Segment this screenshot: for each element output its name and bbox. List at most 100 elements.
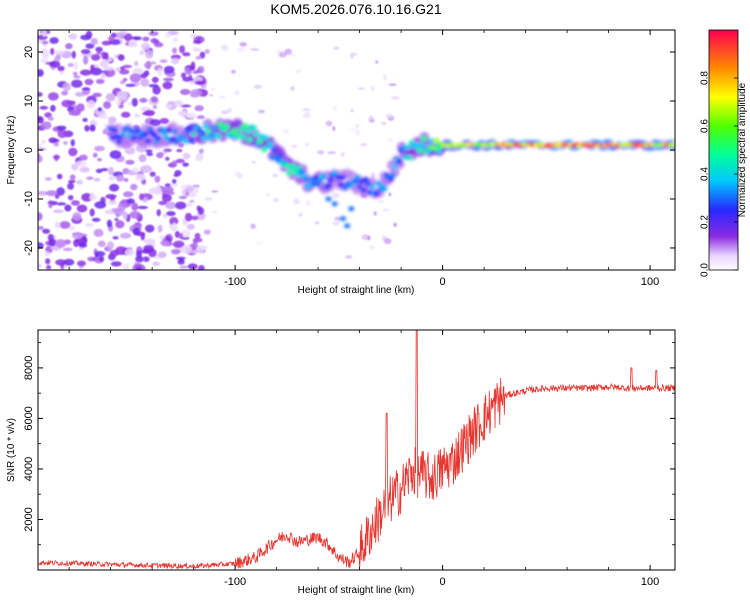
- heatmap-cell: [340, 152, 345, 157]
- heatmap-cell: [171, 129, 178, 135]
- heatmap-cell: [91, 54, 101, 61]
- heatmap-cell: [85, 30, 93, 39]
- heatmap-cell: [242, 123, 249, 129]
- heatmap-cell: [211, 190, 219, 193]
- heatmap-cell: [86, 100, 96, 109]
- heatmap-cell: [190, 131, 197, 137]
- heatmap-cell: [48, 238, 57, 247]
- heatmap-cell: [370, 172, 376, 179]
- heatmap-cell: [145, 138, 151, 144]
- heatmap-cell: [201, 135, 207, 141]
- heatmap-cell: [130, 183, 138, 191]
- heatmap-cell: [350, 108, 354, 113]
- heatmap-cell: [288, 54, 296, 57]
- heatmap-cell: [100, 60, 109, 68]
- heatmap-cell: [120, 200, 128, 205]
- heatmap-cell: [302, 108, 311, 111]
- heatmap-cell: [82, 55, 89, 65]
- heatmap-cell: [95, 79, 105, 84]
- heatmap-cell: [132, 167, 139, 173]
- heatmap-cell: [126, 198, 135, 204]
- heatmap-cell: [267, 141, 274, 147]
- heatmap-cell: [192, 238, 198, 245]
- heatmap-cell: [68, 110, 81, 116]
- heatmap-cell: [40, 57, 49, 64]
- heatmap-cell: [156, 209, 161, 217]
- heatmap-cell: [144, 224, 155, 233]
- spectrogram-xtick-label: 0: [440, 276, 446, 288]
- heatmap-cell: [72, 232, 83, 240]
- heatmap-cell: [187, 263, 198, 270]
- heatmap-cell: [161, 131, 168, 137]
- heatmap-cell: [331, 201, 338, 207]
- heatmap-cell: [348, 206, 355, 212]
- heatmap-cell: [368, 115, 374, 121]
- heatmap-cell: [39, 105, 49, 110]
- heatmap-cell: [115, 67, 121, 72]
- heatmap-cell: [236, 47, 246, 52]
- heatmap-cell: [195, 56, 202, 60]
- heatmap-cell: [250, 48, 259, 51]
- heatmap-cell: [304, 142, 310, 147]
- heatmap-cell: [146, 152, 154, 157]
- heatmap-cell: [155, 135, 162, 141]
- heatmap-cell: [158, 200, 168, 206]
- heatmap-cell: [67, 195, 74, 201]
- heatmap-cell: [117, 54, 125, 61]
- heatmap-cell: [71, 79, 83, 88]
- heatmap-cell: [327, 151, 336, 155]
- heatmap-cell: [101, 40, 112, 46]
- heatmap-cell: [114, 32, 127, 37]
- heatmap-cell: [273, 198, 280, 203]
- heatmap-cell: [56, 187, 65, 196]
- heatmap-cell: [171, 160, 178, 166]
- heatmap-cell: [81, 49, 91, 55]
- heatmap-cell: [116, 174, 125, 182]
- heatmap-cell: [354, 174, 361, 180]
- heatmap-cell: [101, 51, 107, 60]
- heatmap-cell: [135, 173, 146, 181]
- heatmap-cell: [150, 96, 158, 103]
- heatmap-cell: [115, 220, 125, 229]
- heatmap-cell: [61, 90, 69, 96]
- heatmap-cell: [196, 205, 202, 211]
- heatmap-cell: [390, 96, 400, 100]
- heatmap-cell: [174, 201, 187, 210]
- heatmap-cell: [337, 182, 344, 188]
- heatmap-cell: [142, 197, 148, 203]
- heatmap-cell: [63, 258, 75, 266]
- heatmap-cell: [340, 216, 346, 222]
- heatmap-cell: [142, 131, 149, 137]
- heatmap-cell: [47, 116, 54, 121]
- heatmap-cell: [56, 125, 67, 131]
- heatmap-cell: [44, 177, 52, 181]
- heatmap-cell: [49, 60, 61, 68]
- heatmap-cell: [67, 182, 74, 190]
- heatmap-cell: [125, 83, 136, 87]
- heatmap-cell: [119, 66, 125, 70]
- snr-frame: [37, 329, 676, 571]
- heatmap-cell: [215, 133, 222, 139]
- heatmap-cell: [73, 61, 79, 70]
- heatmap-cell: [171, 179, 177, 184]
- heatmap-cell: [175, 158, 185, 164]
- heatmap-cell: [179, 45, 186, 54]
- heatmap-cell: [124, 33, 133, 42]
- heatmap-cell: [71, 200, 80, 206]
- heatmap-cell: [71, 50, 77, 59]
- heatmap-cell: [218, 95, 226, 99]
- heatmap-cell: [277, 152, 284, 158]
- heatmap-cell: [261, 146, 268, 153]
- heatmap-cell: [76, 103, 85, 112]
- heatmap-cell: [119, 232, 132, 239]
- heatmap-cell: [114, 218, 119, 221]
- heatmap-cell: [98, 114, 109, 119]
- heatmap-cell: [190, 61, 196, 71]
- heatmap-cell: [198, 131, 205, 137]
- heatmap-cell: [152, 261, 161, 267]
- heatmap-cell: [80, 69, 92, 76]
- heatmap-cell: [433, 137, 440, 144]
- heatmap-cell: [158, 251, 167, 258]
